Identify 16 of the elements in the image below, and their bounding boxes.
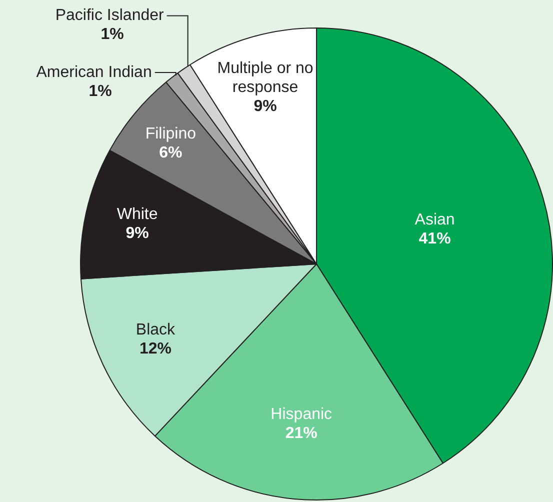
data-label: 9% (254, 98, 277, 116)
data-label: 41% (418, 230, 451, 248)
slice-label: American Indian (36, 64, 152, 81)
data-label: 21% (285, 425, 318, 442)
data-label: 1% (100, 26, 124, 44)
data-label: 6% (159, 144, 182, 162)
slice-label: Multiple or no response (217, 60, 314, 96)
slice-label: Asian (414, 212, 455, 229)
slice-label: Pacific Islander (55, 7, 165, 24)
slice-label: White (116, 206, 158, 223)
slice-label: Black (136, 322, 176, 339)
data-label: 12% (139, 340, 172, 358)
slice-label: Hispanic (270, 406, 332, 424)
data-label: 9% (126, 224, 149, 242)
data-label: 1% (88, 82, 112, 100)
slice-label: Filipino (145, 125, 196, 142)
